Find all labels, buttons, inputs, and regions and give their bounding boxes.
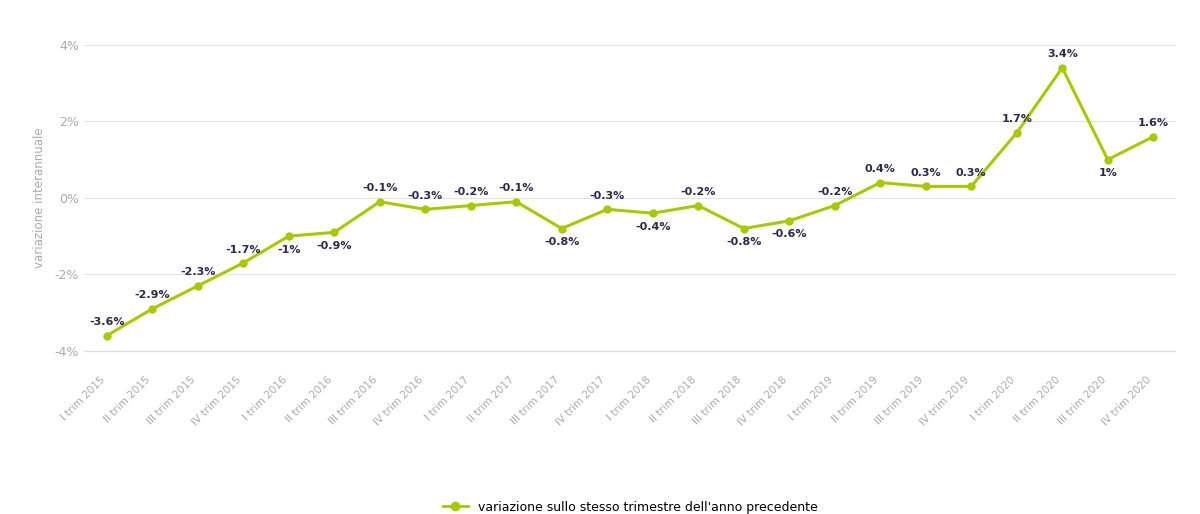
Text: -3.6%: -3.6% <box>89 317 125 327</box>
Text: -0.4%: -0.4% <box>635 222 671 232</box>
Text: 1%: 1% <box>1098 168 1117 178</box>
Text: -0.2%: -0.2% <box>817 187 852 197</box>
Text: 0.4%: 0.4% <box>865 164 895 174</box>
Text: -0.3%: -0.3% <box>408 191 443 201</box>
Text: 3.4%: 3.4% <box>1046 49 1078 60</box>
Y-axis label: variazione interannuale: variazione interannuale <box>34 127 47 268</box>
Text: 1.7%: 1.7% <box>1001 115 1032 124</box>
Text: -0.8%: -0.8% <box>726 237 762 247</box>
Text: -0.3%: -0.3% <box>589 191 625 201</box>
Text: -0.1%: -0.1% <box>362 183 397 193</box>
Text: -2.9%: -2.9% <box>134 290 170 301</box>
Text: -0.8%: -0.8% <box>544 237 580 247</box>
Text: 1.6%: 1.6% <box>1138 118 1169 128</box>
Text: -0.2%: -0.2% <box>454 187 488 197</box>
Text: 0.3%: 0.3% <box>956 168 986 178</box>
Text: -0.9%: -0.9% <box>317 241 352 251</box>
Text: -0.2%: -0.2% <box>680 187 716 197</box>
Text: 0.3%: 0.3% <box>911 168 941 178</box>
Legend: variazione sullo stesso trimestre dell'anno precedente: variazione sullo stesso trimestre dell'a… <box>438 496 822 514</box>
Text: -2.3%: -2.3% <box>180 267 216 278</box>
Text: -1.7%: -1.7% <box>226 245 262 254</box>
Text: -0.6%: -0.6% <box>772 229 808 239</box>
Text: -1%: -1% <box>277 245 300 254</box>
Text: -0.1%: -0.1% <box>498 183 534 193</box>
